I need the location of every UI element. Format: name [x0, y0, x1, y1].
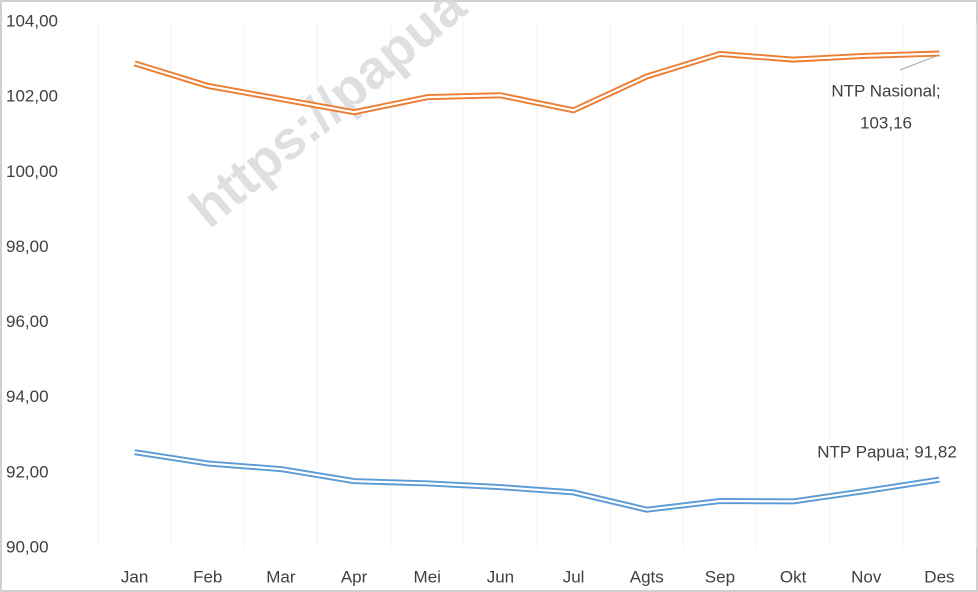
y-tick-label: 100,00 — [6, 162, 58, 181]
x-tick-label: Agts — [630, 567, 664, 586]
y-tick-label: 90,00 — [6, 537, 49, 556]
y-tick-label: 92,00 — [6, 462, 49, 481]
x-tick-label: Jan — [121, 567, 148, 586]
x-tick-label: Mei — [414, 567, 441, 586]
x-tick-label: Okt — [780, 567, 807, 586]
y-tick-label: 104,00 — [6, 11, 58, 30]
y-tick-label: 94,00 — [6, 387, 49, 406]
x-tick-label: Des — [924, 567, 954, 586]
y-tick-label: 96,00 — [6, 312, 49, 331]
y-tick-label: 98,00 — [6, 237, 49, 256]
y-tick-label: 102,00 — [6, 87, 58, 106]
x-tick-label: Apr — [341, 567, 368, 586]
leader-line — [899, 55, 938, 71]
x-tick-label: Jul — [563, 567, 585, 586]
line-inner — [134, 52, 940, 114]
annotation: NTP Papua; 91,82 — [817, 442, 957, 461]
x-tick-label: Feb — [193, 567, 222, 586]
line-inner — [134, 451, 940, 511]
annotation: NTP Nasional; — [831, 81, 940, 100]
x-tick-label: Sep — [705, 567, 735, 586]
annotation: 103,16 — [860, 113, 912, 132]
x-tick-label: Mar — [266, 567, 296, 586]
x-tick-label: Nov — [851, 567, 882, 586]
x-tick-label: Jun — [487, 567, 514, 586]
